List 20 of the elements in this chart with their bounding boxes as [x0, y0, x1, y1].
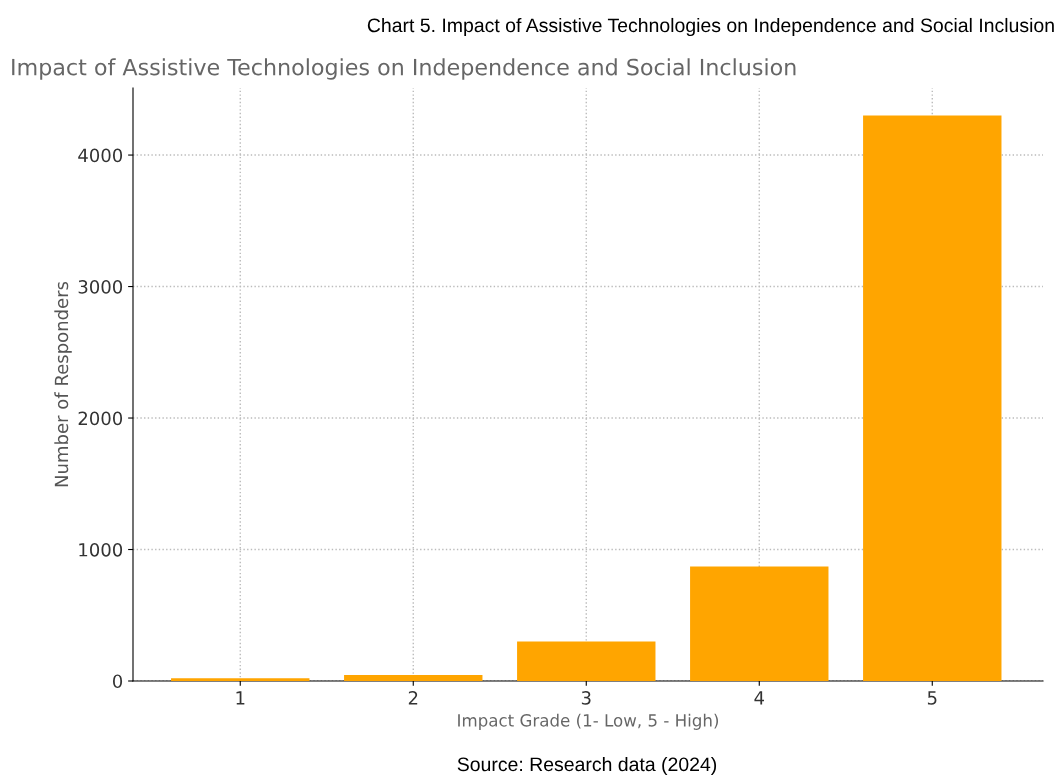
x-tick-label: 1: [236, 691, 245, 705]
chart-subtitle: Impact of Assistive Technologies on Independence and Social Inclusion: [12, 58, 796, 80]
source-note: Source: Research data (2024): [457, 756, 717, 776]
y-axis-title: Number of Responders: [54, 281, 72, 487]
x-tick-label: 2: [408, 691, 418, 705]
chart-title: Chart 5. Impact of Assistive Technologies on Independence and Social Inclusion: [367, 17, 1054, 37]
x-axis-title: Impact Grade (1- Low, 5 - High): [458, 713, 719, 730]
bar: [517, 641, 656, 681]
x-tick-label: 5: [927, 691, 937, 705]
bar: [171, 678, 310, 681]
y-tick-label: 1000: [79, 542, 123, 557]
y-tick-label: 2000: [78, 411, 123, 426]
bar: [690, 566, 829, 681]
bar: [344, 675, 483, 681]
y-tick-label: 0: [112, 674, 123, 689]
bar: [863, 115, 1002, 681]
x-tick-label: 3: [581, 691, 591, 705]
y-tick-label: 4000: [78, 148, 123, 163]
x-tick-label: 4: [754, 691, 764, 705]
y-tick-label: 3000: [78, 280, 123, 294]
